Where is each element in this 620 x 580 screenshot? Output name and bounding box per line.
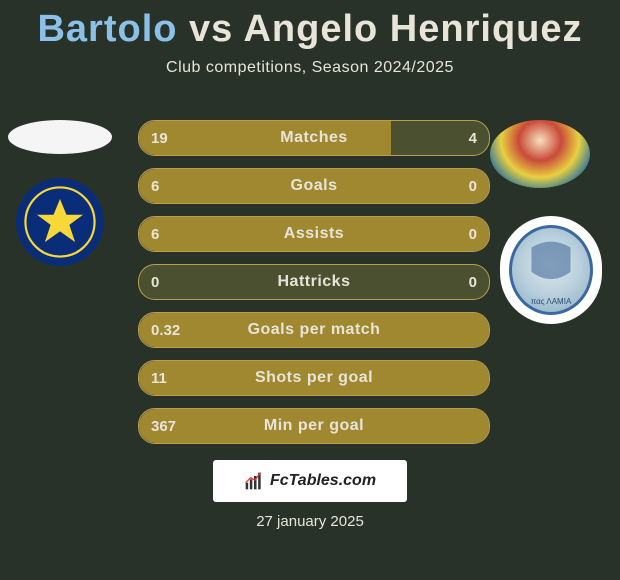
stats-bars: 194Matches 60Goals 60Assists 00Hattricks 0.3… (138, 120, 490, 456)
club-right-text: πας ΛΑΜΙΑ (512, 297, 590, 306)
footer-text: FcTables.com (270, 472, 376, 490)
club-badge-left (16, 178, 104, 266)
avatar-player2 (490, 120, 590, 188)
subtitle: Club competitions, Season 2024/2025 (0, 59, 620, 77)
bar-label: Shots per goal (139, 369, 489, 387)
club-badge-right: πας ΛΑΜΙΑ (500, 216, 602, 324)
page-root: Bartolo vs Angelo Henriquez Club competi… (0, 0, 620, 580)
stat-bar: 367Min per goal (138, 408, 490, 444)
stat-bar: 194Matches (138, 120, 490, 156)
bar-label: Matches (139, 129, 489, 147)
chart-icon (244, 471, 264, 491)
stat-bar: 60Goals (138, 168, 490, 204)
title-player2: Angelo Henriquez (243, 8, 582, 50)
title-player1: Bartolo (37, 8, 177, 50)
bar-label: Goals (139, 177, 489, 195)
bar-label: Min per goal (139, 417, 489, 435)
star-icon (24, 186, 96, 258)
stat-bar: 00Hattricks (138, 264, 490, 300)
stat-bar: 0.32Goals per match (138, 312, 490, 348)
footer-badge[interactable]: FcTables.com (213, 460, 407, 502)
title-vs: vs (189, 8, 233, 50)
stat-bar: 11Shots per goal (138, 360, 490, 396)
page-title: Bartolo vs Angelo Henriquez (0, 0, 620, 51)
bar-label: Hattricks (139, 273, 489, 291)
bar-label: Goals per match (139, 321, 489, 339)
avatar-player1 (8, 120, 112, 154)
bar-label: Assists (139, 225, 489, 243)
date-label: 27 january 2025 (0, 513, 620, 530)
stat-bar: 60Assists (138, 216, 490, 252)
